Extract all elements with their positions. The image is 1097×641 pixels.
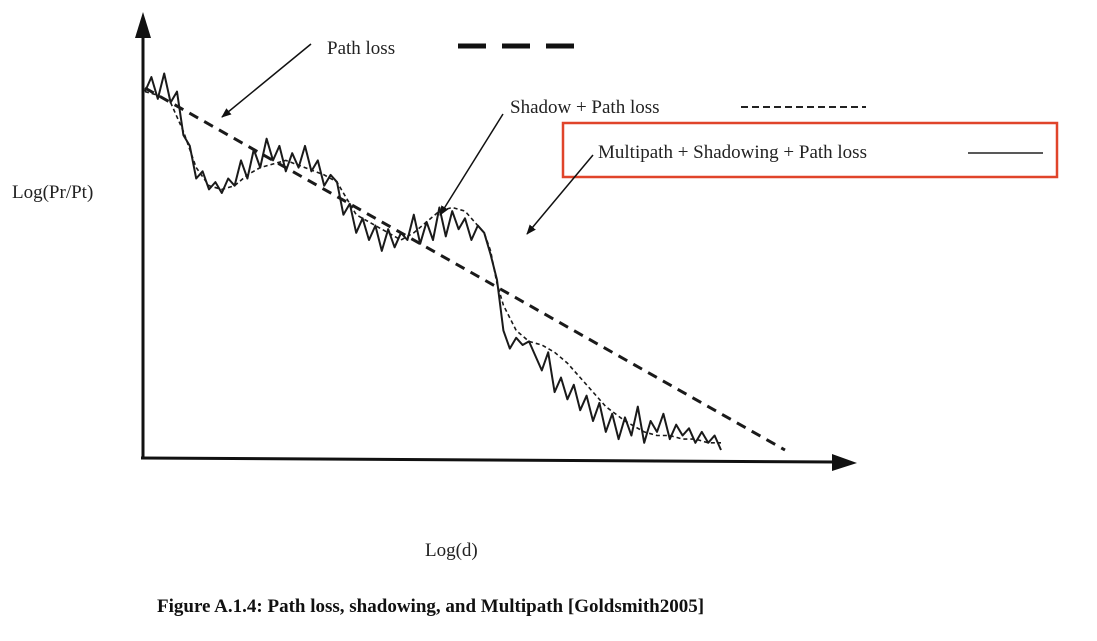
highlight-box: [561, 121, 1059, 179]
x-axis-arrow: [832, 454, 857, 471]
y-axis-arrow: [135, 12, 151, 38]
x-axis-label: Log(d): [425, 540, 478, 561]
annotation-arrow-multipath: [526, 154, 594, 235]
annotation-arrow-shadow: [439, 113, 504, 216]
figure-caption: Figure A.1.4: Path loss, shadowing, and …: [157, 596, 704, 617]
series-path-loss: [144, 86, 786, 452]
axes: [135, 12, 857, 471]
series-layer: [144, 72, 786, 452]
legend-label-path-loss: Path loss: [327, 38, 395, 59]
x-axis-line: [140, 456, 836, 464]
legend-label-shadow-path-loss: Shadow + Path loss: [510, 97, 660, 118]
legend-label-multipath: Multipath + Shadowing + Path loss: [598, 142, 867, 163]
y-axis-label: Log(Pr/Pt): [12, 182, 93, 203]
series-multipath: [144, 72, 722, 451]
annotation-arrow-path-loss: [221, 43, 312, 118]
